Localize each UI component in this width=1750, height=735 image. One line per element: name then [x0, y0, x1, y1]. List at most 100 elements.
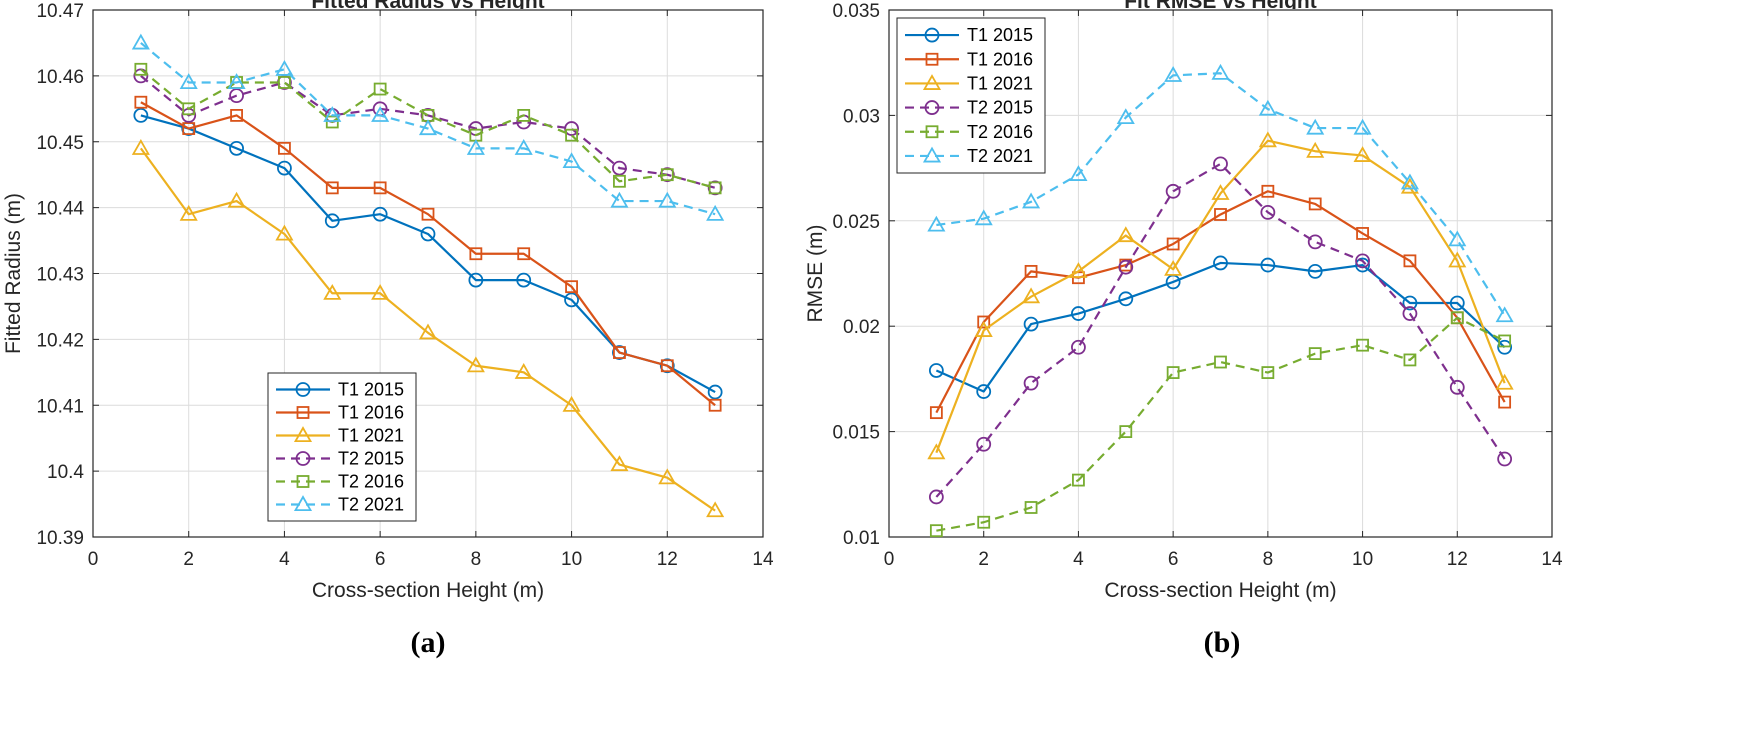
data-point [275, 59, 294, 76]
series-t1-2021 [131, 139, 725, 518]
y-tick-label: 10.4 [47, 462, 84, 483]
legend-label: T1 2016 [338, 403, 404, 423]
data-point [517, 247, 531, 261]
data-point [927, 443, 946, 460]
data-point [1260, 257, 1276, 273]
legend-marker [295, 382, 311, 397]
x-tick-label: 0 [884, 549, 895, 570]
data-point [134, 62, 148, 76]
x-tick-label: 2 [183, 549, 194, 570]
data-point [1449, 379, 1465, 395]
data-point [1355, 257, 1370, 273]
x-axis-label: Cross-section Height (m) [1104, 579, 1336, 602]
legend-label: T2 2016 [967, 122, 1033, 142]
data-point [658, 191, 677, 208]
data-point [1497, 339, 1513, 355]
legend-box [267, 372, 417, 522]
legend-marker [924, 100, 940, 115]
data-point [707, 384, 723, 400]
data-point [131, 139, 150, 155]
data-point [1448, 230, 1467, 247]
data-point [660, 359, 674, 373]
data-point [974, 321, 993, 337]
data-point [418, 323, 438, 340]
data-point [562, 395, 581, 412]
series-line [936, 72, 1506, 317]
data-point [275, 224, 294, 241]
x-tick-label: 12 [657, 549, 678, 570]
data-point [1214, 208, 1227, 221]
data-point [277, 160, 292, 176]
data-point [1213, 255, 1228, 271]
chart-title: Fitted Radius vs Height [311, 0, 544, 13]
data-point [1118, 259, 1134, 275]
data-point [1116, 226, 1135, 243]
data-point [1306, 118, 1325, 135]
data-point [1119, 425, 1133, 439]
data-point [1400, 173, 1419, 190]
y-tick-label: 0.035 [832, 1, 880, 22]
data-point [1071, 306, 1086, 321]
data-point [323, 106, 342, 122]
data-point [564, 121, 579, 136]
data-point [660, 168, 674, 182]
data-point [229, 140, 244, 156]
data-point [131, 33, 150, 50]
data-point [230, 109, 243, 122]
data-point [1403, 254, 1417, 268]
data-point [133, 108, 149, 123]
data-point [1306, 141, 1325, 158]
data-point [1260, 204, 1276, 220]
axes-box [888, 9, 1553, 538]
data-point [179, 204, 198, 221]
data-point [1497, 451, 1513, 467]
series-line [139, 147, 716, 512]
data-point [706, 501, 725, 518]
data-point [1495, 373, 1514, 390]
legend: T1 2015 T1 2016 T1 2021 T2 2015 T2 2016 T2 20… [267, 372, 417, 522]
data-point [1498, 395, 1512, 409]
data-point [372, 206, 388, 222]
x-tick-label: 2 [978, 549, 989, 570]
data-point [229, 88, 244, 104]
data-point [610, 191, 629, 208]
data-point [324, 213, 340, 229]
data-point [1356, 227, 1369, 240]
data-point [929, 406, 943, 420]
panel-label: (a) [411, 626, 446, 659]
y-tick-label: 0.02 [843, 317, 880, 338]
x-tick-label: 8 [471, 549, 482, 570]
y-tick-label: 10.43 [36, 265, 84, 286]
legend-label: T2 2016 [338, 472, 404, 492]
data-point [373, 181, 387, 195]
legend-marker [922, 146, 942, 163]
data-point [1069, 262, 1088, 278]
data-point [227, 73, 246, 89]
data-point [1071, 339, 1086, 355]
data-point [977, 515, 991, 529]
legend-label: T1 2015 [338, 380, 404, 400]
data-point [1211, 184, 1230, 200]
legend: T1 2015 T1 2016 T1 2021 T2 2015 T2 2016 T2 20… [896, 17, 1046, 174]
series-line [935, 139, 1506, 454]
y-tick-label: 10.47 [36, 1, 84, 22]
y-tick-label: 0.015 [832, 423, 880, 444]
data-point [928, 489, 944, 505]
series-line [935, 190, 1506, 414]
data-point [974, 209, 993, 226]
y-tick-label: 10.41 [36, 396, 84, 417]
data-point [1307, 234, 1323, 250]
data-point [1022, 192, 1041, 209]
data-point [1069, 165, 1088, 181]
data-point [1072, 473, 1085, 487]
x-axis-label: Cross-section Height (m) [312, 579, 544, 602]
legend-marker [293, 495, 313, 512]
data-point [707, 180, 723, 196]
legend-label: T1 2021 [967, 73, 1033, 93]
legend-marker [293, 426, 313, 443]
chart-panel-a: Fitted Radius vs Height 0 2 4 6 8 10 12 14 10.39 1… [2, 0, 774, 659]
data-point [1024, 264, 1038, 278]
chart-title: Fit RMSE vs Height [1124, 0, 1317, 13]
data-point [373, 82, 387, 96]
